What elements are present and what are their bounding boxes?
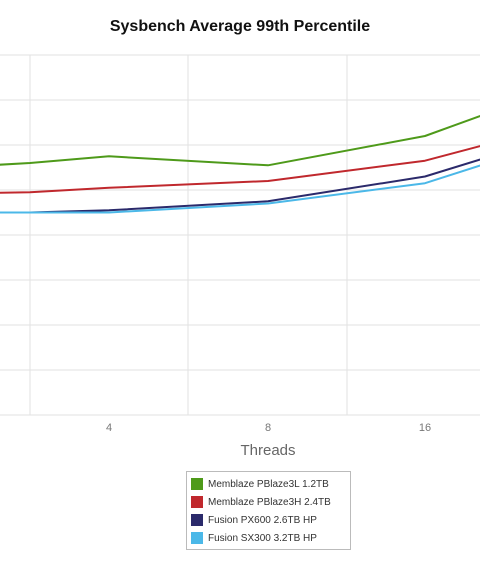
- legend-label: Fusion PX600 2.6TB HP: [208, 514, 317, 526]
- x-tick-label: 8: [265, 422, 271, 434]
- legend-swatch: [191, 478, 203, 490]
- legend-item: Memblaze PBlaze3H 2.4TB: [187, 493, 350, 511]
- legend-label: Fusion SX300 3.2TB HP: [208, 532, 317, 544]
- legend-item: Fusion PX600 2.6TB HP: [187, 511, 350, 529]
- legend-label: Memblaze PBlaze3L 1.2TB: [208, 478, 329, 490]
- series-lines: [0, 114, 480, 214]
- x-axis-label: Threads: [240, 442, 295, 459]
- series-line-2: [0, 145, 480, 194]
- legend-item: Memblaze PBlaze3L 1.2TB: [187, 475, 350, 493]
- series-line-4: [0, 164, 480, 214]
- x-tick-label: 4: [106, 422, 112, 434]
- gridlines: [0, 54, 480, 416]
- x-tick-label: 16: [419, 422, 431, 434]
- x-tick-labels: 4 8 16: [106, 422, 431, 434]
- series-line-1: [0, 114, 480, 167]
- line-chart: 4 8 16 Threads: [0, 54, 480, 459]
- legend-item: Fusion SX300 3.2TB HP: [187, 529, 350, 547]
- legend-swatch: [191, 514, 203, 526]
- legend: Memblaze PBlaze3L 1.2TB Memblaze PBlaze3H…: [186, 471, 351, 550]
- chart-title: Sysbench Average 99th Percentile: [109, 18, 371, 35]
- legend-label: Memblaze PBlaze3H 2.4TB: [208, 496, 331, 508]
- legend-swatch: [191, 532, 203, 544]
- legend-swatch: [191, 496, 203, 508]
